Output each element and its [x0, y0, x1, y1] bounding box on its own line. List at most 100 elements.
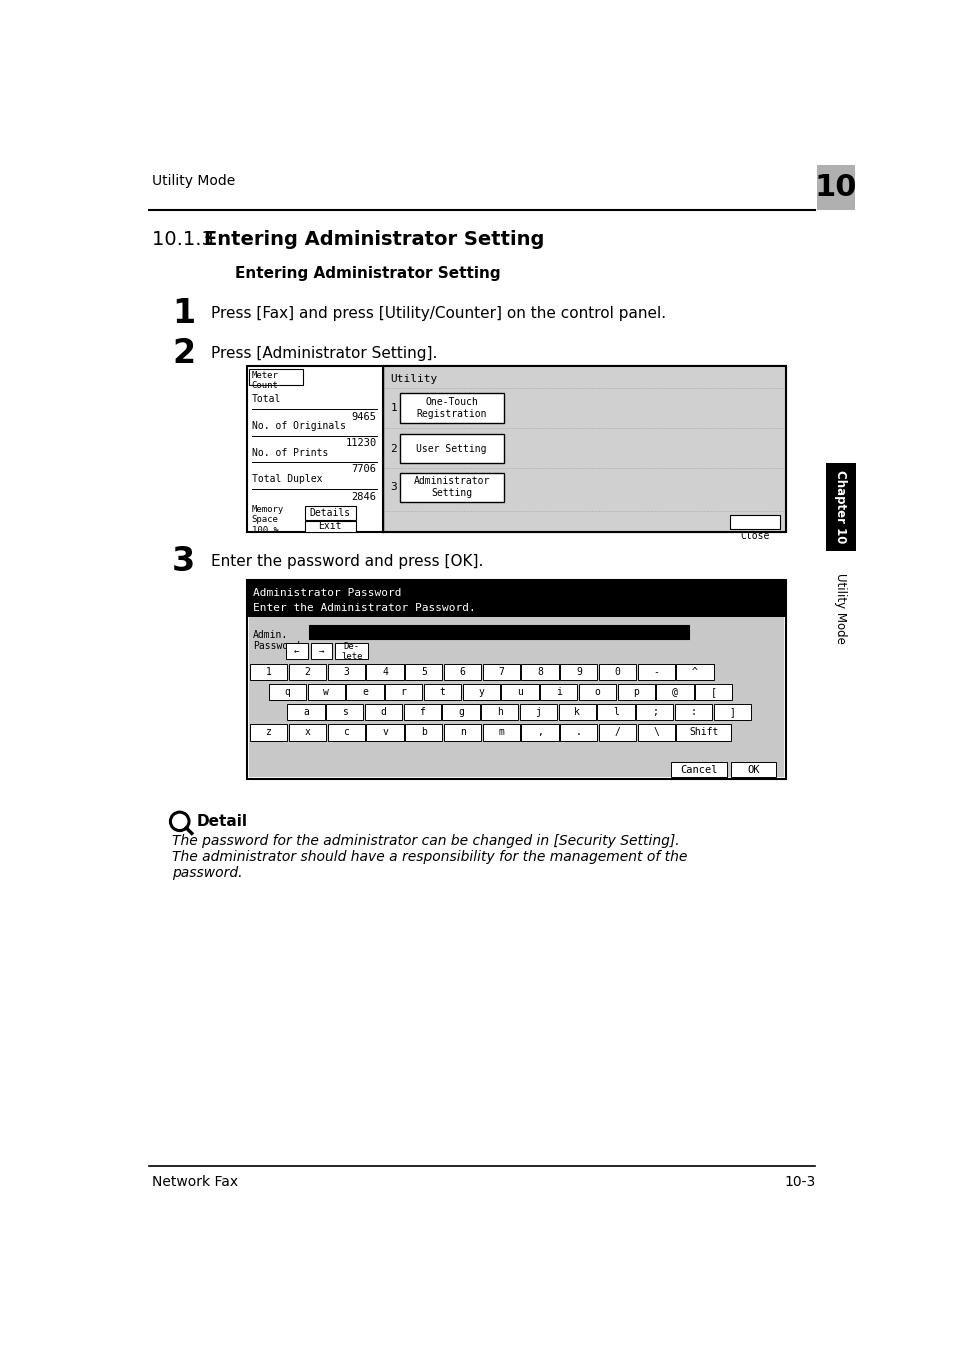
Bar [695, 684, 732, 700]
Text: ]: ] [729, 707, 735, 717]
Text: 1: 1 [266, 667, 272, 677]
Text: One-Touch
Registration: One-Touch Registration [416, 397, 486, 419]
Bar [346, 684, 383, 700]
Text: d: d [380, 707, 386, 717]
Bar [366, 664, 403, 680]
Bar [311, 644, 332, 658]
Text: :: : [690, 707, 696, 717]
Text: /: / [614, 727, 619, 737]
Bar [405, 664, 442, 680]
Bar [399, 473, 504, 502]
Text: Total Duplex: Total Duplex [252, 473, 322, 484]
Text: Utility Mode: Utility Mode [834, 573, 846, 645]
Text: 3: 3 [343, 667, 349, 677]
Text: i: i [556, 687, 561, 698]
Bar [326, 703, 363, 721]
Text: c: c [343, 727, 349, 737]
Bar [482, 664, 519, 680]
Text: f: f [419, 707, 425, 717]
Bar [399, 393, 504, 423]
Text: v: v [382, 727, 388, 737]
Text: [: [ [710, 687, 716, 698]
Text: g: g [457, 707, 463, 717]
Bar [559, 664, 597, 680]
Bar [676, 723, 730, 741]
Text: Administrator
Setting: Administrator Setting [413, 476, 490, 498]
Bar [825, 462, 855, 552]
Bar [462, 684, 499, 700]
Text: p: p [633, 687, 639, 698]
Bar [598, 664, 636, 680]
Bar [676, 664, 713, 680]
Text: q: q [284, 687, 290, 698]
Bar [423, 684, 460, 700]
Text: 5: 5 [420, 667, 426, 677]
Text: k: k [574, 707, 579, 717]
Text: Detail: Detail [196, 814, 248, 829]
Text: Enter the Administrator Password.: Enter the Administrator Password. [253, 603, 476, 612]
Bar [816, 165, 855, 210]
Text: 2: 2 [304, 667, 310, 677]
Text: No. of Originals: No. of Originals [252, 422, 345, 431]
Text: Press [Fax] and press [Utility/Counter] on the control panel.: Press [Fax] and press [Utility/Counter] … [211, 306, 665, 320]
Bar [617, 684, 654, 700]
Bar [269, 684, 306, 700]
Bar [656, 684, 693, 700]
Text: b: b [420, 727, 426, 737]
Text: n: n [459, 727, 465, 737]
Text: j: j [535, 707, 541, 717]
Bar [729, 515, 779, 529]
Bar [247, 580, 785, 779]
Text: 0: 0 [614, 667, 619, 677]
Text: m: m [497, 727, 504, 737]
Bar [521, 664, 558, 680]
Text: u: u [517, 687, 522, 698]
Text: 11230: 11230 [345, 438, 376, 449]
Text: 2: 2 [390, 443, 396, 454]
Text: ←: ← [294, 646, 299, 656]
Text: ;: ; [651, 707, 657, 717]
Bar [385, 684, 422, 700]
Text: 6: 6 [459, 667, 465, 677]
Text: 10-3: 10-3 [783, 1175, 815, 1190]
Text: Admin.
Password: Admin. Password [253, 630, 300, 652]
Bar [482, 723, 519, 741]
Text: Entering Administrator Setting: Entering Administrator Setting [235, 266, 500, 281]
Text: 3: 3 [390, 483, 396, 492]
Bar [480, 703, 517, 721]
Text: 7: 7 [497, 667, 504, 677]
Bar [405, 723, 442, 741]
Text: Enter the password and press [OK].: Enter the password and press [OK]. [211, 553, 482, 569]
Bar [598, 723, 636, 741]
Text: Shift: Shift [688, 727, 718, 737]
Text: 9465: 9465 [352, 412, 376, 422]
Bar [442, 703, 479, 721]
Text: Administrator Password: Administrator Password [253, 588, 401, 598]
Bar [713, 703, 750, 721]
Text: Details: Details [309, 508, 351, 518]
Bar [558, 703, 596, 721]
Bar [500, 684, 537, 700]
Text: 9: 9 [576, 667, 581, 677]
Bar [365, 703, 402, 721]
Text: 8: 8 [537, 667, 542, 677]
Text: 2846: 2846 [352, 492, 376, 502]
Text: \: \ [653, 727, 659, 737]
Text: Chapter 10: Chapter 10 [834, 470, 846, 544]
Text: 1: 1 [172, 296, 194, 330]
Bar [328, 664, 365, 680]
Bar [539, 684, 577, 700]
Bar [286, 644, 307, 658]
Bar [636, 703, 673, 721]
Bar [287, 703, 324, 721]
Text: De-
lete: De- lete [340, 642, 362, 661]
Bar [289, 723, 326, 741]
Bar [249, 618, 783, 777]
Text: Press [Administrator Setting].: Press [Administrator Setting]. [211, 346, 436, 361]
Bar [674, 703, 711, 721]
Text: User Setting: User Setting [416, 443, 486, 454]
Text: Memory
Space
100 %: Memory Space 100 % [252, 504, 284, 534]
Bar [597, 703, 634, 721]
Text: .: . [576, 727, 581, 737]
Bar [399, 434, 504, 464]
